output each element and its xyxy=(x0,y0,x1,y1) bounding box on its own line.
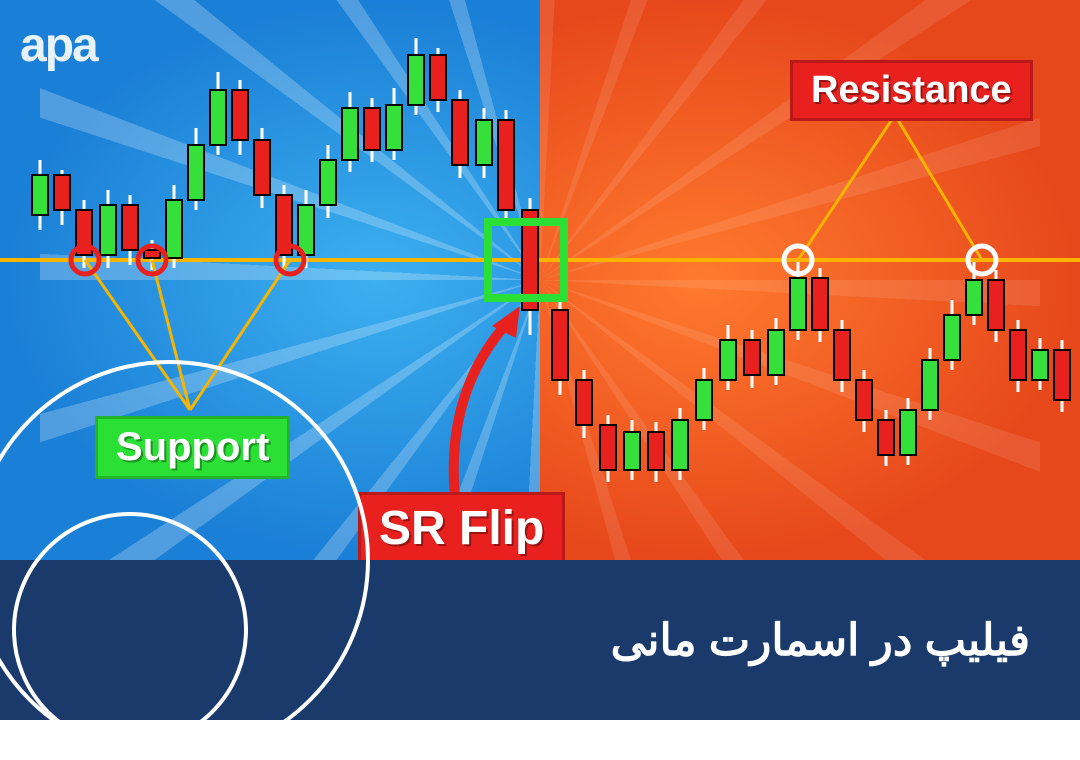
logo: apa xyxy=(20,18,97,73)
resistance-label-text: Resistance xyxy=(811,69,1012,111)
footer-title: فیلیپ در اسمارت مانی xyxy=(611,615,1030,666)
srflip-label-text: SR Flip xyxy=(379,502,544,555)
infographic-canvas: apa Support SR Flip Resistance فیلیپ در … xyxy=(0,0,1080,720)
resistance-label: Resistance xyxy=(790,60,1033,121)
resistance-guides xyxy=(798,115,982,260)
arrow-curve xyxy=(454,320,510,498)
srflip-label: SR Flip xyxy=(358,492,565,560)
candles-right xyxy=(552,262,1070,482)
